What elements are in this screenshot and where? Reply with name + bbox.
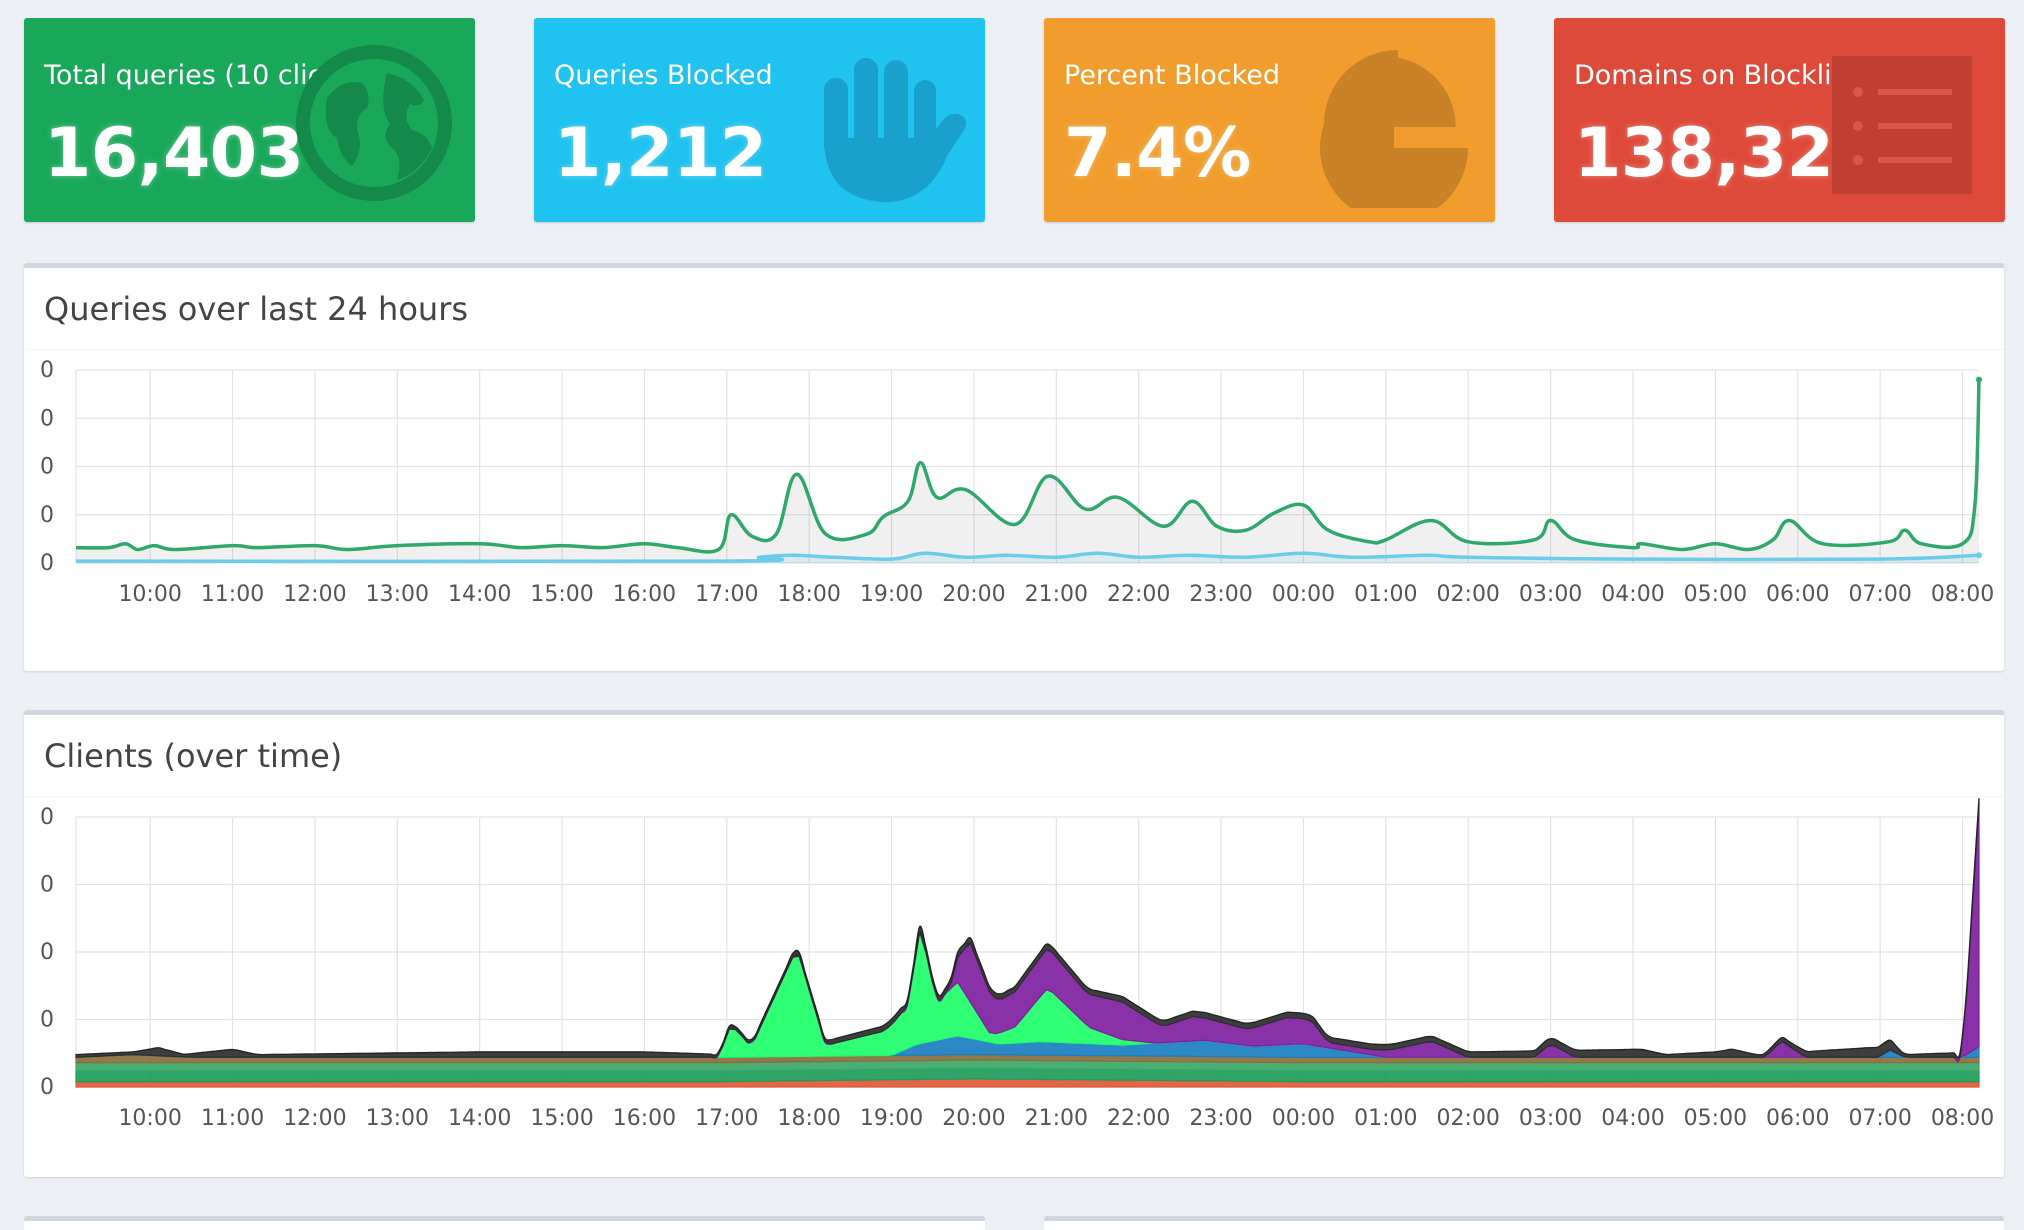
x-tick-label: 07:00	[1848, 1106, 1911, 1131]
x-tick-label: 18:00	[777, 1106, 840, 1131]
y-tick-label: 0	[40, 503, 54, 528]
x-tick-label: 17:00	[695, 1106, 758, 1131]
clients-chart[interactable]: 0 0 0 0 0 10:00 11:00 12:00 13:00 14:00 15:00 16:00…	[24, 797, 2004, 1177]
x-tick-label: 10:00	[118, 582, 181, 607]
x-tick-label: 12:00	[283, 582, 346, 607]
x-tick-label: 14:00	[448, 582, 511, 607]
clients-panel-title: Clients (over time)	[44, 737, 343, 775]
x-tick-label: 11:00	[201, 1106, 264, 1131]
x-tick-label: 00:00	[1272, 1106, 1335, 1131]
series-line-blocked	[76, 551, 1980, 564]
y-tick-label: 0	[40, 873, 54, 898]
queries-blocked-box[interactable]: Queries Blocked 1,212	[534, 18, 985, 222]
x-tick-label: 16:00	[613, 1106, 676, 1131]
y-tick-label: 0	[40, 455, 54, 480]
queries-panel-title: Queries over last 24 hours	[44, 290, 469, 328]
series-area-permitted	[76, 379, 1979, 563]
x-tick-label: 04:00	[1601, 582, 1664, 607]
y-tick-label: 0	[40, 940, 54, 965]
x-tick-label: 03:00	[1519, 582, 1582, 607]
queries-chart[interactable]: 0 0 0 0 0 10:00 11:00 12:00 13:00 14:00 15:00 16:00…	[24, 350, 2004, 671]
x-tick-label: 03:00	[1519, 1106, 1582, 1131]
x-tick-label: 10:00	[118, 1106, 181, 1131]
x-tick-label: 18:00	[777, 582, 840, 607]
x-tick-label: 13:00	[366, 1106, 429, 1131]
series-line-permitted	[76, 379, 1981, 554]
x-tick-label: 19:00	[860, 1106, 923, 1131]
percent-blocked-label: Percent Blocked	[1064, 60, 1280, 91]
x-tick-label: 22:00	[1107, 582, 1170, 607]
x-tick-label: 08:00	[1931, 582, 1994, 607]
x-tick-label: 02:00	[1437, 1106, 1500, 1131]
x-tick-label: 22:00	[1107, 1106, 1170, 1131]
x-tick-label: 19:00	[860, 582, 923, 607]
x-tick-label: 14:00	[448, 1106, 511, 1131]
queries-blocked-value: 1,212	[554, 114, 767, 193]
x-tick-label: 23:00	[1189, 582, 1252, 607]
y-tick-label: 0	[40, 1075, 54, 1100]
x-tick-label: 05:00	[1684, 582, 1747, 607]
series-permitted	[76, 376, 1982, 563]
panel-header: Clients (over time)	[24, 715, 2004, 797]
x-tick-label: 06:00	[1766, 1106, 1829, 1131]
series-end-point-permitted	[1976, 376, 1982, 383]
client-stack-outline	[75, 798, 1980, 1059]
bottom-right-panel	[1044, 1216, 2004, 1230]
total-queries-box[interactable]: Total queries (10 clients) 16,403	[24, 18, 475, 222]
x-tick-label: 01:00	[1354, 1106, 1417, 1131]
panel-header: Queries over last 24 hours	[24, 268, 2004, 350]
y-tick-label: 0	[40, 805, 54, 830]
x-tick-label: 21:00	[1025, 582, 1088, 607]
x-tick-label: 01:00	[1354, 582, 1417, 607]
x-tick-label: 02:00	[1437, 582, 1500, 607]
total-queries-value: 16,403	[44, 114, 304, 193]
x-tick-label: 15:00	[530, 1106, 593, 1131]
x-tick-label: 20:00	[942, 1106, 1005, 1131]
y-tick-label: 0	[40, 406, 54, 431]
x-tick-label: 16:00	[613, 582, 676, 607]
x-tick-label: 08:00	[1931, 1106, 1994, 1131]
y-tick-label: 0	[40, 1008, 54, 1033]
x-tick-label: 06:00	[1766, 582, 1829, 607]
x-tick-label: 07:00	[1848, 582, 1911, 607]
pie-chart-icon	[1320, 50, 1468, 208]
queries-over-time-panel: Queries over last 24 hours 0 0 0 0 0 10:00 11:…	[24, 263, 2004, 671]
clients-over-time-panel: Clients (over time) 0 0 0 0 0 10:00 11:00 12:00…	[24, 710, 2004, 1177]
x-tick-label: 21:00	[1025, 1106, 1088, 1131]
series-blocked	[76, 551, 1982, 564]
bottom-left-panel	[24, 1216, 985, 1230]
globe-icon	[296, 45, 452, 201]
x-tick-label: 20:00	[942, 582, 1005, 607]
x-tick-label: 04:00	[1601, 1106, 1664, 1131]
queries-blocked-label: Queries Blocked	[554, 60, 773, 91]
x-tick-label: 13:00	[366, 582, 429, 607]
series-end-point-blocked	[1976, 552, 1982, 559]
x-tick-label: 05:00	[1684, 1106, 1747, 1131]
x-tick-label: 23:00	[1189, 1106, 1252, 1131]
domains-blocklist-box[interactable]: Domains on Blocklist 138,322	[1554, 18, 2005, 222]
client-area-7	[75, 798, 1980, 1058]
y-tick-label: 0	[40, 358, 54, 383]
domains-blocklist-label: Domains on Blocklist	[1574, 60, 1857, 91]
x-tick-label: 17:00	[695, 582, 758, 607]
percent-blocked-box[interactable]: Percent Blocked 7.4%	[1044, 18, 1495, 222]
x-tick-label: 11:00	[201, 582, 264, 607]
series-area-blocked	[76, 553, 1979, 563]
percent-blocked-value: 7.4%	[1064, 114, 1251, 193]
hand-icon	[824, 58, 966, 203]
list-icon	[1832, 56, 1972, 194]
x-tick-label: 12:00	[283, 1106, 346, 1131]
y-tick-label: 0	[40, 551, 54, 576]
x-tick-label: 00:00	[1272, 582, 1335, 607]
domains-blocklist-value: 138,322	[1574, 114, 1881, 193]
x-tick-label: 15:00	[530, 582, 593, 607]
